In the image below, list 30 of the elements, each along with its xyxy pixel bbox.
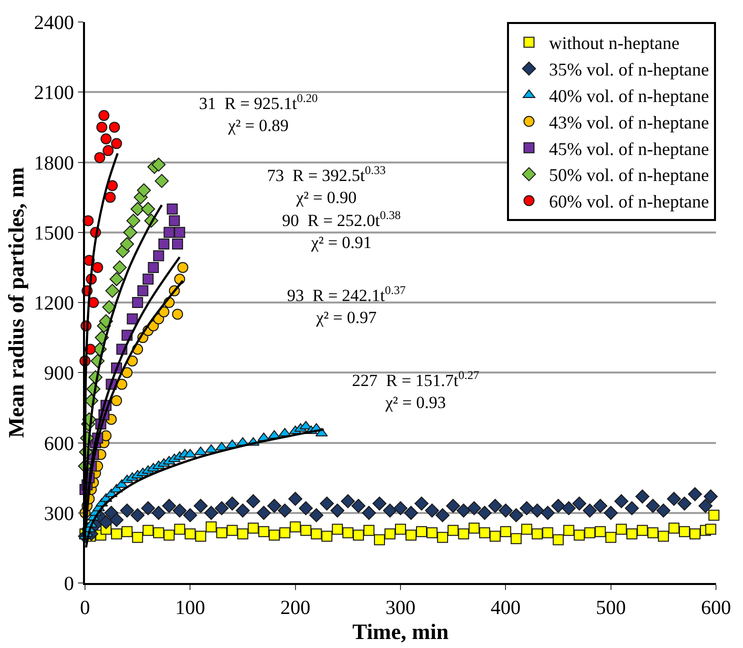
annotation: 73 R = 392.5t$^{0.33}$ χ² = 0.90 <box>267 163 386 208</box>
y-tick-label: 600 <box>44 432 74 455</box>
annotation: 90 R = 252.0t$^{0.38}$ χ² = 0.91 <box>282 208 401 252</box>
legend-label: 43% vol. of n-heptane <box>549 112 709 132</box>
y-axis-title: Mean radius of particles, nm <box>3 167 28 438</box>
y-tick-label: 2400 <box>34 12 74 34</box>
x-tick-label: 100 <box>175 597 206 619</box>
x-tick-label: 0 <box>80 597 90 619</box>
x-tick-label: 400 <box>490 597 521 619</box>
x-axis-title: Time, min <box>352 619 449 644</box>
legend-label: 45% vol. of n-heptane <box>549 138 709 159</box>
y-tick-label: 0 <box>64 573 74 595</box>
annotation: 31 R = 925.1t$^{0.20}$ χ² = 0.89 <box>199 91 318 136</box>
x-tick-label: 300 <box>386 597 416 619</box>
x-tick-label: 500 <box>596 597 626 619</box>
legend-label: 50% vol. of n-heptane <box>549 165 709 186</box>
y-tick-label: 900 <box>44 362 74 385</box>
y-tick-label: 2100 <box>34 82 74 104</box>
legend-label: without n-heptane <box>549 33 680 54</box>
y-tick-label: 300 <box>44 502 74 525</box>
y-tick-label: 1500 <box>34 222 74 244</box>
annotation: 93 R = 242.1t$^{0.37}$ χ² = 0.97 <box>287 283 406 328</box>
legend-label: 35% vol. of n-heptane <box>549 60 709 80</box>
y-tick-label: 1200 <box>34 292 74 314</box>
text: 227 R = 151.7t$^{0.27}$ χ² = 0.93 <box>352 368 480 412</box>
x-tick-label: 200 <box>280 597 310 619</box>
legend-label: 40% vol. of n-heptane <box>549 86 709 106</box>
legend-label: 60% vol. of n-heptane <box>549 192 709 212</box>
y-tick-label: 1800 <box>34 152 74 174</box>
x-tick-label: 600 <box>701 597 731 619</box>
